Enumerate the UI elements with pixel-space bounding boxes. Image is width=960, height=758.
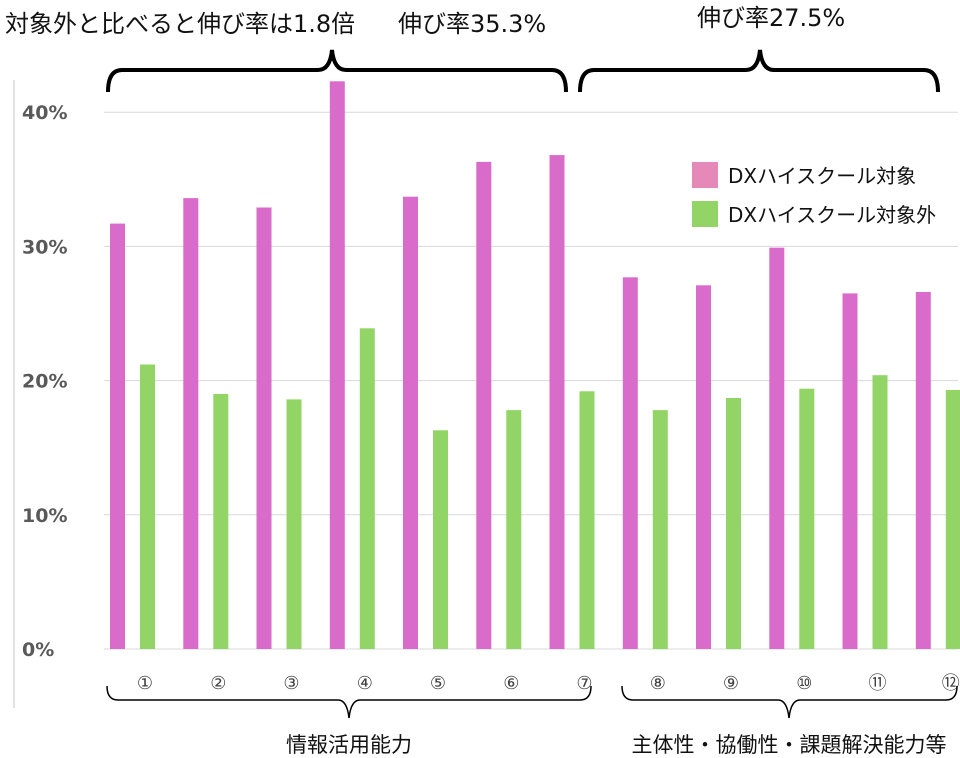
- bar-non-target: [433, 430, 448, 649]
- bar-target: [549, 155, 565, 649]
- legend-label-target: DXハイスクール対象: [728, 164, 916, 188]
- category-label: ⑨: [723, 673, 739, 694]
- legend: DXハイスクール対象 DXハイスクール対象外: [692, 162, 936, 227]
- bottom-brace-right: [621, 685, 958, 719]
- category-label: ⑫: [942, 673, 960, 694]
- bar-target: [842, 293, 858, 649]
- gridlines: [104, 111, 958, 650]
- bar-non-target: [286, 399, 302, 649]
- category-label: ⑪: [869, 673, 887, 694]
- category-label: ⑩: [796, 673, 812, 694]
- annotation-left-rate: 伸び率35.3%: [398, 10, 546, 38]
- y-tick-label: 10%: [22, 505, 67, 527]
- y-tick-label: 0%: [22, 639, 54, 661]
- category-label: ⑧: [650, 673, 666, 694]
- bar-target: [403, 196, 418, 649]
- bar-non-target: [359, 328, 375, 649]
- category-label: ⑤: [430, 673, 446, 694]
- bottom-brace-left: [106, 685, 592, 719]
- category-label: ②: [210, 673, 226, 694]
- bar-target: [256, 207, 272, 649]
- bar-target: [183, 198, 199, 649]
- y-tick-labels: 0% 10% 20% 30% 40%: [22, 102, 67, 661]
- legend-swatch-target: [692, 162, 718, 188]
- bar-non-target: [872, 375, 888, 649]
- bar-non-target: [140, 364, 155, 649]
- bar-target: [769, 247, 785, 649]
- bar-non-target: [506, 410, 522, 649]
- y-tick-label: 40%: [22, 102, 67, 124]
- annotation-ratio: 対象外と比べると伸び率は1.8倍: [5, 10, 355, 38]
- legend-swatch-non-target: [692, 201, 718, 227]
- bars: [110, 81, 960, 650]
- group-label-proactive: 主体性・協働性・課題解決能力等: [632, 733, 947, 757]
- bar-non-target: [213, 394, 229, 649]
- bar-non-target: [579, 391, 595, 649]
- category-label: ③: [283, 673, 299, 694]
- bar-target: [110, 223, 125, 649]
- group-label-info: 情報活用能力: [286, 733, 412, 757]
- bar-target: [915, 292, 931, 649]
- bar-target: [696, 285, 711, 649]
- bar-target: [476, 161, 492, 649]
- category-label: ⑦: [576, 673, 592, 694]
- legend-label-non-target: DXハイスクール対象外: [728, 203, 936, 227]
- top-brace-left: [106, 49, 568, 93]
- bar-non-target: [652, 410, 668, 649]
- category-label: ④: [357, 673, 373, 694]
- y-tick-label: 30%: [22, 236, 67, 258]
- bar-non-target: [799, 388, 815, 649]
- annotation-right-rate: 伸び率27.5%: [697, 4, 845, 32]
- y-tick-label: 20%: [22, 371, 67, 393]
- category-label: ⑥: [503, 673, 519, 694]
- bar-non-target: [726, 398, 741, 649]
- bar-non-target: [945, 390, 960, 649]
- bar-target: [329, 81, 345, 650]
- top-brace-right: [578, 49, 940, 93]
- category-label: ①: [137, 673, 153, 694]
- category-labels: ① ② ③ ④ ⑤ ⑥ ⑦ ⑧ ⑨ ⑩ ⑪ ⑫: [137, 673, 960, 694]
- bar-target: [622, 277, 638, 649]
